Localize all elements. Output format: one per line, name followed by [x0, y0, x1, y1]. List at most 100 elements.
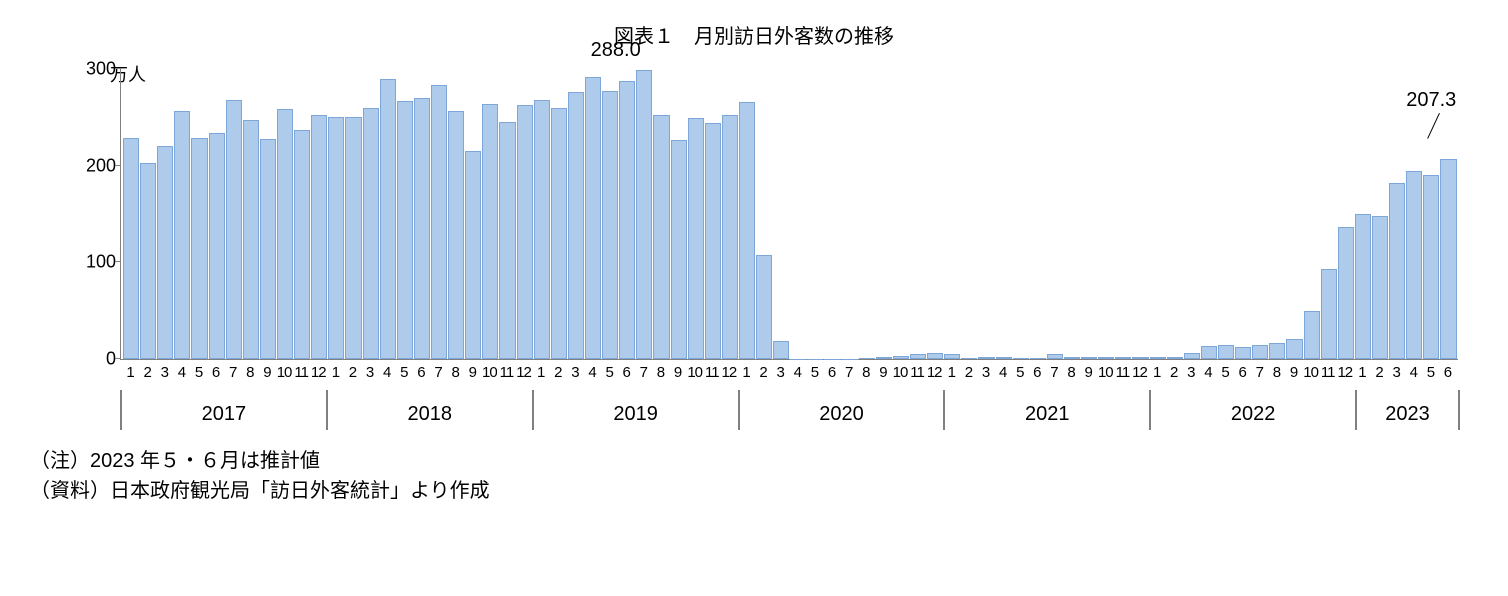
month-label: 10 — [892, 364, 908, 381]
bar-fill — [1389, 183, 1405, 359]
year-group: 2020 — [738, 390, 946, 430]
month-label: 12 — [926, 364, 942, 381]
bar — [1372, 216, 1388, 359]
month-label: 12 — [1131, 364, 1147, 381]
bar-fill — [1235, 347, 1251, 359]
month-label: 5 — [190, 364, 206, 381]
callout-label: 288.0 — [591, 39, 641, 62]
month-label: 6 — [823, 364, 839, 381]
month-label: 3 — [977, 364, 993, 381]
bar-fill — [927, 353, 943, 359]
bar — [893, 356, 909, 359]
bar — [499, 122, 515, 359]
bar — [961, 358, 977, 359]
month-label: 8 — [447, 364, 463, 381]
bar-fill — [174, 111, 190, 359]
year-group-start — [120, 390, 122, 430]
bar-fill — [1406, 171, 1422, 359]
bar — [688, 118, 704, 359]
y-tick-mark — [115, 68, 121, 69]
bar-fill — [705, 123, 721, 359]
year-group: 2017 — [120, 390, 328, 430]
month-label: 4 — [173, 364, 189, 381]
bar — [1013, 358, 1029, 359]
bar-fill — [1013, 358, 1029, 359]
bar — [226, 100, 242, 359]
bar — [1406, 171, 1422, 359]
bar — [448, 111, 464, 359]
year-group: 2021 — [943, 390, 1151, 430]
bar-fill — [1218, 345, 1234, 359]
bar — [705, 123, 721, 359]
chart-notes: （注）2023 年５・６月は推計値（資料）日本政府観光局「訪日外客統計」より作成 — [30, 446, 1478, 506]
bar — [756, 255, 772, 359]
bar — [397, 101, 413, 359]
bar — [431, 85, 447, 359]
bar-fill — [465, 151, 481, 359]
month-label: 4 — [995, 364, 1011, 381]
month-label: 2 — [550, 364, 566, 381]
year-label: 2022 — [1231, 403, 1276, 426]
month-label: 3 — [567, 364, 583, 381]
bar-fill — [397, 101, 413, 359]
month-label: 12 — [1337, 364, 1353, 381]
bar-fill — [671, 140, 687, 359]
bar-fill — [157, 146, 173, 359]
bar — [619, 81, 635, 359]
month-label: 6 — [413, 364, 429, 381]
month-label: 11 — [1320, 364, 1336, 381]
bar-fill — [551, 108, 567, 359]
month-label: 1 — [122, 364, 138, 381]
y-tick-mark — [115, 165, 121, 166]
bar-fill — [209, 133, 225, 359]
bar — [260, 139, 276, 359]
bar-fill — [1064, 357, 1080, 360]
month-label: 8 — [652, 364, 668, 381]
bar-fill — [1338, 227, 1354, 359]
bar — [1355, 214, 1371, 359]
month-label: 9 — [1080, 364, 1096, 381]
bar — [311, 115, 327, 359]
bar-fill — [1081, 357, 1097, 359]
y-tick-label: 200 — [76, 155, 116, 176]
year-label: 2017 — [202, 403, 247, 426]
bar-fill — [756, 255, 772, 359]
month-label: 9 — [875, 364, 891, 381]
bar — [824, 359, 840, 360]
y-tick-mark — [115, 261, 121, 262]
month-label: 9 — [1285, 364, 1301, 381]
month-label: 5 — [1422, 364, 1438, 381]
bar-fill — [1321, 269, 1337, 359]
bar-fill — [773, 341, 789, 359]
month-label: 2 — [755, 364, 771, 381]
bar — [1286, 339, 1302, 359]
bar — [1269, 343, 1285, 359]
bar — [482, 104, 498, 359]
y-tick-mark — [115, 358, 121, 359]
bar-fill — [739, 102, 755, 359]
bar-fill — [961, 358, 977, 359]
month-label: 7 — [1046, 364, 1062, 381]
bar — [653, 115, 669, 359]
bar-fill — [140, 163, 156, 359]
month-label: 3 — [1388, 364, 1404, 381]
bar-fill — [996, 357, 1012, 359]
bar-fill — [1150, 357, 1166, 359]
month-label: 9 — [670, 364, 686, 381]
bar-fill — [790, 359, 806, 360]
bar — [1321, 269, 1337, 359]
bar-fill — [1269, 343, 1285, 359]
bar-fill — [1047, 354, 1063, 359]
month-labels-row: 1234567891011121234567891011121234567891… — [120, 360, 1458, 390]
bar-fill — [1132, 357, 1148, 359]
month-label: 6 — [1029, 364, 1045, 381]
bar — [722, 115, 738, 359]
bar-fill — [328, 117, 344, 359]
bar — [243, 120, 259, 359]
bar — [739, 102, 755, 359]
month-label: 6 — [1439, 364, 1455, 381]
bar-fill — [380, 79, 396, 359]
bar-fill — [842, 359, 858, 360]
bar — [1030, 358, 1046, 359]
bar — [671, 140, 687, 359]
